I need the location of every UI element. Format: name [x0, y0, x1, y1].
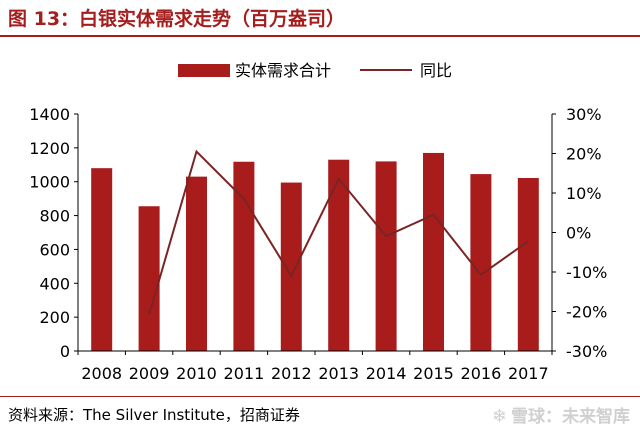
- x-tick-label: 2008: [81, 364, 122, 383]
- y-tick-label: 1000: [29, 173, 70, 192]
- source-note: 资料来源：The Silver Institute，招商证券: [8, 406, 300, 424]
- x-tick-label: 2016: [461, 364, 502, 383]
- footer-divider: [0, 396, 640, 397]
- x-tick-label: 2017: [508, 364, 549, 383]
- watermark: ❄ 雪球：未来智库: [492, 402, 630, 427]
- title-divider: [0, 35, 640, 37]
- y-tick-label: 800: [39, 207, 70, 226]
- y-tick-label: 0: [60, 342, 70, 361]
- y2-tick-label: 0%: [566, 224, 591, 243]
- bar-2014: [375, 161, 397, 351]
- x-tick-label: 2013: [318, 364, 359, 383]
- y2-tick-label: -20%: [566, 303, 607, 322]
- x-tick-label: 2009: [129, 364, 170, 383]
- x-tick-label: 2012: [271, 364, 312, 383]
- bar-2010: [186, 176, 207, 351]
- y2-tick-label: -10%: [566, 263, 607, 282]
- bar-2012: [280, 182, 302, 351]
- y-tick-label: 1400: [29, 105, 70, 124]
- legend-bar-swatch: [178, 64, 230, 77]
- x-tick-label: 2014: [366, 364, 407, 383]
- bar-2008: [91, 168, 113, 351]
- y2-tick-label: 10%: [566, 184, 602, 203]
- chart-title: 图 13：白银实体需求走势（百万盎司）: [8, 8, 346, 30]
- y2-tick-label: 20%: [566, 145, 602, 164]
- x-tick-label: 2015: [413, 364, 454, 383]
- snowball-logo-icon: ❄: [491, 406, 507, 427]
- legend-line-label: 同比: [420, 61, 452, 80]
- legend-bar-label: 实体需求合计: [235, 61, 331, 80]
- y-tick-label: 600: [39, 240, 70, 259]
- watermark-text: 雪球：未来智库: [511, 407, 630, 427]
- chart: 实体需求合计 同比 0 200 400 600 800 1000 1200 1400 -30% -20…: [29, 61, 607, 383]
- y-tick-label: 400: [39, 274, 70, 293]
- bar-2016: [470, 174, 492, 351]
- bar-2017: [517, 177, 539, 351]
- bar-2011: [233, 161, 255, 351]
- y-tick-label: 200: [39, 308, 70, 327]
- bar-2009: [138, 206, 160, 351]
- y2-tick-label: 30%: [566, 105, 602, 124]
- y2-tick-label: -30%: [566, 342, 607, 361]
- bar-2015: [423, 152, 444, 351]
- x-tick-label: 2010: [176, 364, 217, 383]
- y-tick-label: 1200: [29, 139, 70, 158]
- x-tick-label: 2011: [224, 364, 265, 383]
- bar-2013: [328, 159, 350, 351]
